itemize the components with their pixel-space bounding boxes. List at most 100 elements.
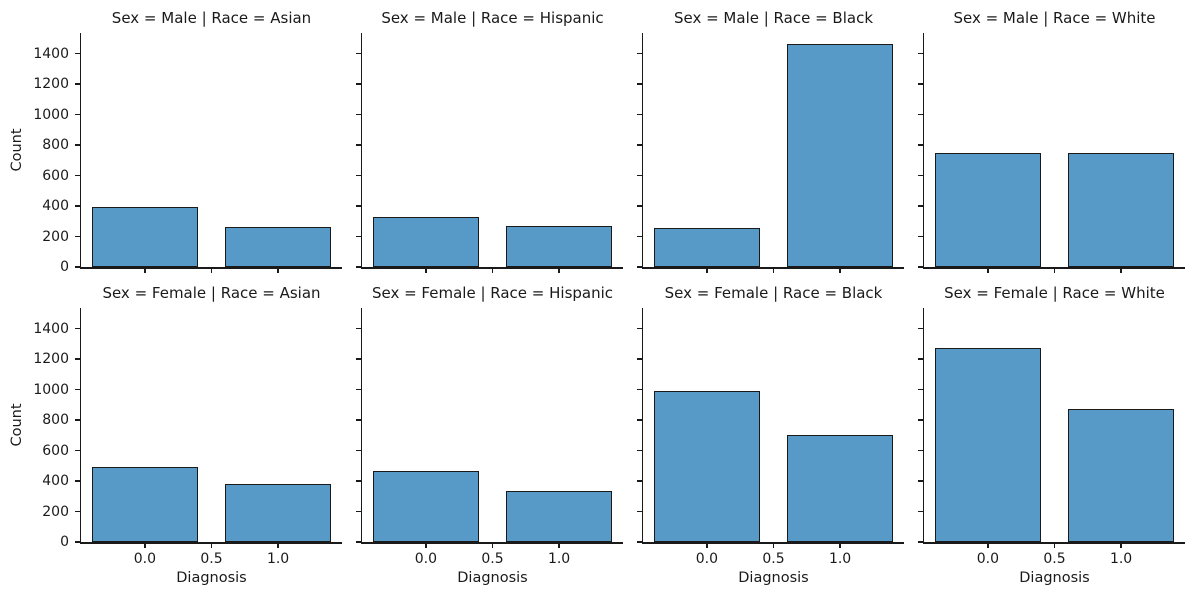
y-tick-mark <box>75 235 80 238</box>
bar <box>224 227 332 267</box>
bar <box>653 228 761 267</box>
y-tick-mark <box>75 113 80 116</box>
x-tick-mark <box>1053 543 1056 548</box>
y-tick-mark <box>637 419 642 421</box>
x-tick-label: 0.5 <box>762 551 785 567</box>
x-axis <box>922 542 1185 544</box>
y-tick-mark <box>918 144 923 146</box>
x-tick-label: 0.5 <box>200 551 223 567</box>
y-tick-mark <box>637 388 642 391</box>
x-tick-mark <box>210 543 213 548</box>
y-tick-mark <box>75 388 80 391</box>
y-tick-mark <box>918 541 923 543</box>
y-tick-mark <box>75 480 80 482</box>
y-tick-mark <box>356 174 361 177</box>
bar <box>1067 409 1175 542</box>
x-tick-mark <box>210 268 213 273</box>
x-axis <box>360 267 623 269</box>
y-tick-label: 0 <box>60 259 69 275</box>
y-axis <box>79 33 81 269</box>
bar <box>786 44 894 267</box>
y-tick-mark <box>918 205 923 207</box>
y-tick-mark <box>918 174 923 177</box>
bar <box>934 153 1042 267</box>
y-tick-mark <box>637 358 642 360</box>
x-tick-label: 1.0 <box>547 551 571 567</box>
x-axis <box>641 267 904 269</box>
facet-panel: Sex = Female | Race = Hispanic 0.0 0.5 1.0 D… <box>356 284 623 586</box>
facet-panel: Sex = Male | Race = Asian 0 200 400 600 800 10… <box>33 9 342 275</box>
x-tick-label: 0.0 <box>695 551 719 567</box>
facet-title: Sex = Male | Race = Black <box>673 9 874 27</box>
facet-title: Sex = Female | Race = Black <box>664 284 883 302</box>
y-tick-mark <box>637 541 642 543</box>
bar <box>505 226 613 267</box>
y-tick-mark <box>75 358 80 360</box>
facet-title: Sex = Male | Race = Hispanic <box>381 9 604 27</box>
y-axis <box>360 308 362 544</box>
y-tick-mark <box>918 83 923 85</box>
y-tick-mark <box>75 449 80 452</box>
x-tick-label: 0.0 <box>414 551 438 567</box>
y-axis <box>641 33 643 269</box>
x-tick-mark <box>277 268 279 273</box>
y-tick-label: 200 <box>42 503 69 520</box>
x-axis <box>641 542 904 544</box>
x-tick-mark <box>987 543 989 548</box>
y-tick-mark <box>637 52 642 55</box>
y-tick-mark <box>918 266 923 268</box>
y-axis <box>360 33 362 269</box>
y-axis-label: Count <box>9 128 25 172</box>
y-axis <box>641 308 643 544</box>
y-tick-mark <box>918 235 923 238</box>
x-tick-mark <box>491 543 494 548</box>
y-axis <box>922 33 924 269</box>
y-tick-mark <box>918 449 923 452</box>
y-tick-mark <box>637 266 642 268</box>
y-tick-label: 1400 <box>33 45 69 62</box>
y-tick-mark <box>918 52 923 55</box>
y-tick-label: 1000 <box>33 106 69 123</box>
x-tick-label: 0.5 <box>481 551 504 567</box>
y-axis-label: Count <box>9 403 25 447</box>
facet-title: Sex = Female | Race = Hispanic <box>371 284 614 302</box>
y-tick-mark <box>637 510 642 513</box>
y-tick-label: 0 <box>60 534 69 550</box>
x-tick-mark <box>706 268 708 273</box>
y-tick-mark <box>75 144 80 146</box>
y-tick-mark <box>356 388 361 391</box>
x-tick-mark <box>987 268 989 273</box>
x-tick-label: 0.0 <box>133 551 157 567</box>
y-tick-mark <box>75 510 80 513</box>
y-tick-mark <box>637 205 642 207</box>
x-tick-mark <box>277 543 279 548</box>
y-tick-mark <box>75 174 80 177</box>
y-tick-mark <box>637 144 642 146</box>
bar <box>934 348 1042 542</box>
facet-title: Sex = Female | Race = Asian <box>102 284 321 302</box>
y-tick-mark <box>356 419 361 421</box>
y-tick-mark <box>75 327 80 330</box>
x-tick-mark <box>1120 268 1122 273</box>
bar <box>91 467 199 542</box>
x-axis-label: Diagnosis <box>176 570 247 586</box>
y-tick-label: 600 <box>42 442 69 459</box>
bar <box>91 206 199 267</box>
y-tick-mark <box>637 235 642 238</box>
y-tick-label: 800 <box>42 412 69 429</box>
y-tick-mark <box>918 327 923 330</box>
x-axis-label: Diagnosis <box>457 570 528 586</box>
x-tick-label: 1.0 <box>1109 551 1133 567</box>
facet-panel: Sex = Male | Race = Hispanic <box>356 9 623 273</box>
x-tick-mark <box>706 543 708 548</box>
y-tick-mark <box>637 113 642 116</box>
y-tick-mark <box>356 235 361 238</box>
x-tick-mark <box>144 268 146 273</box>
x-tick-mark <box>425 268 427 273</box>
y-tick-mark <box>356 510 361 513</box>
x-axis <box>922 267 1185 269</box>
x-tick-label: 1.0 <box>266 551 290 567</box>
x-tick-label: 0.0 <box>976 551 1000 567</box>
facet-title: Sex = Male | Race = White <box>953 9 1156 27</box>
bar <box>224 484 332 542</box>
